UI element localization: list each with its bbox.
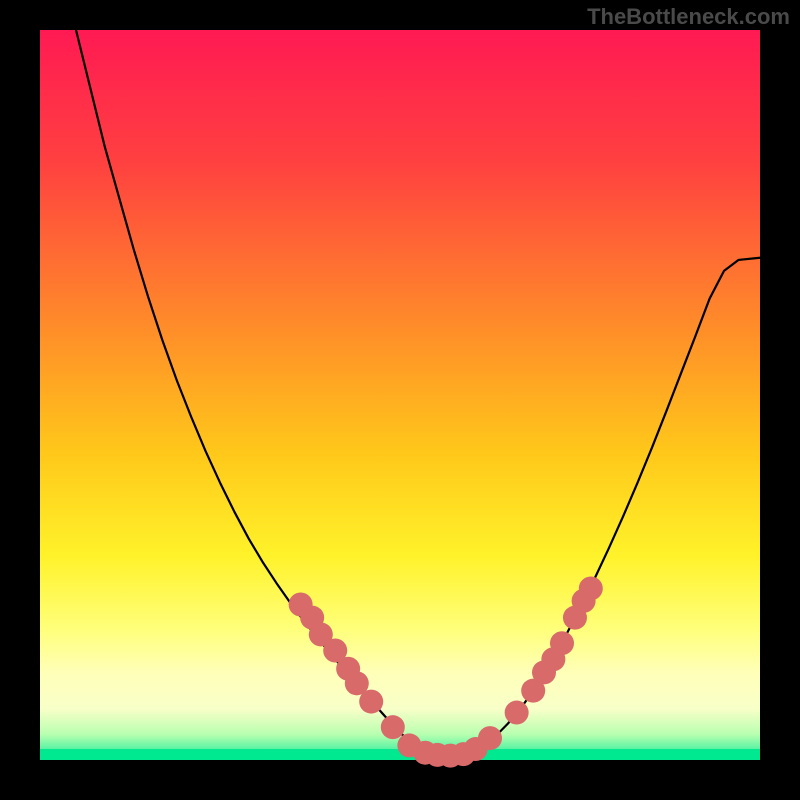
data-point [550, 631, 574, 655]
data-point [579, 576, 603, 600]
data-point [381, 715, 405, 739]
watermark-text: TheBottleneck.com [587, 4, 790, 30]
chart-container: TheBottleneck.com [0, 0, 800, 800]
data-point [505, 701, 529, 725]
chart-canvas [0, 0, 800, 800]
data-point [478, 726, 502, 750]
gradient-area [40, 30, 760, 760]
data-point [359, 690, 383, 714]
